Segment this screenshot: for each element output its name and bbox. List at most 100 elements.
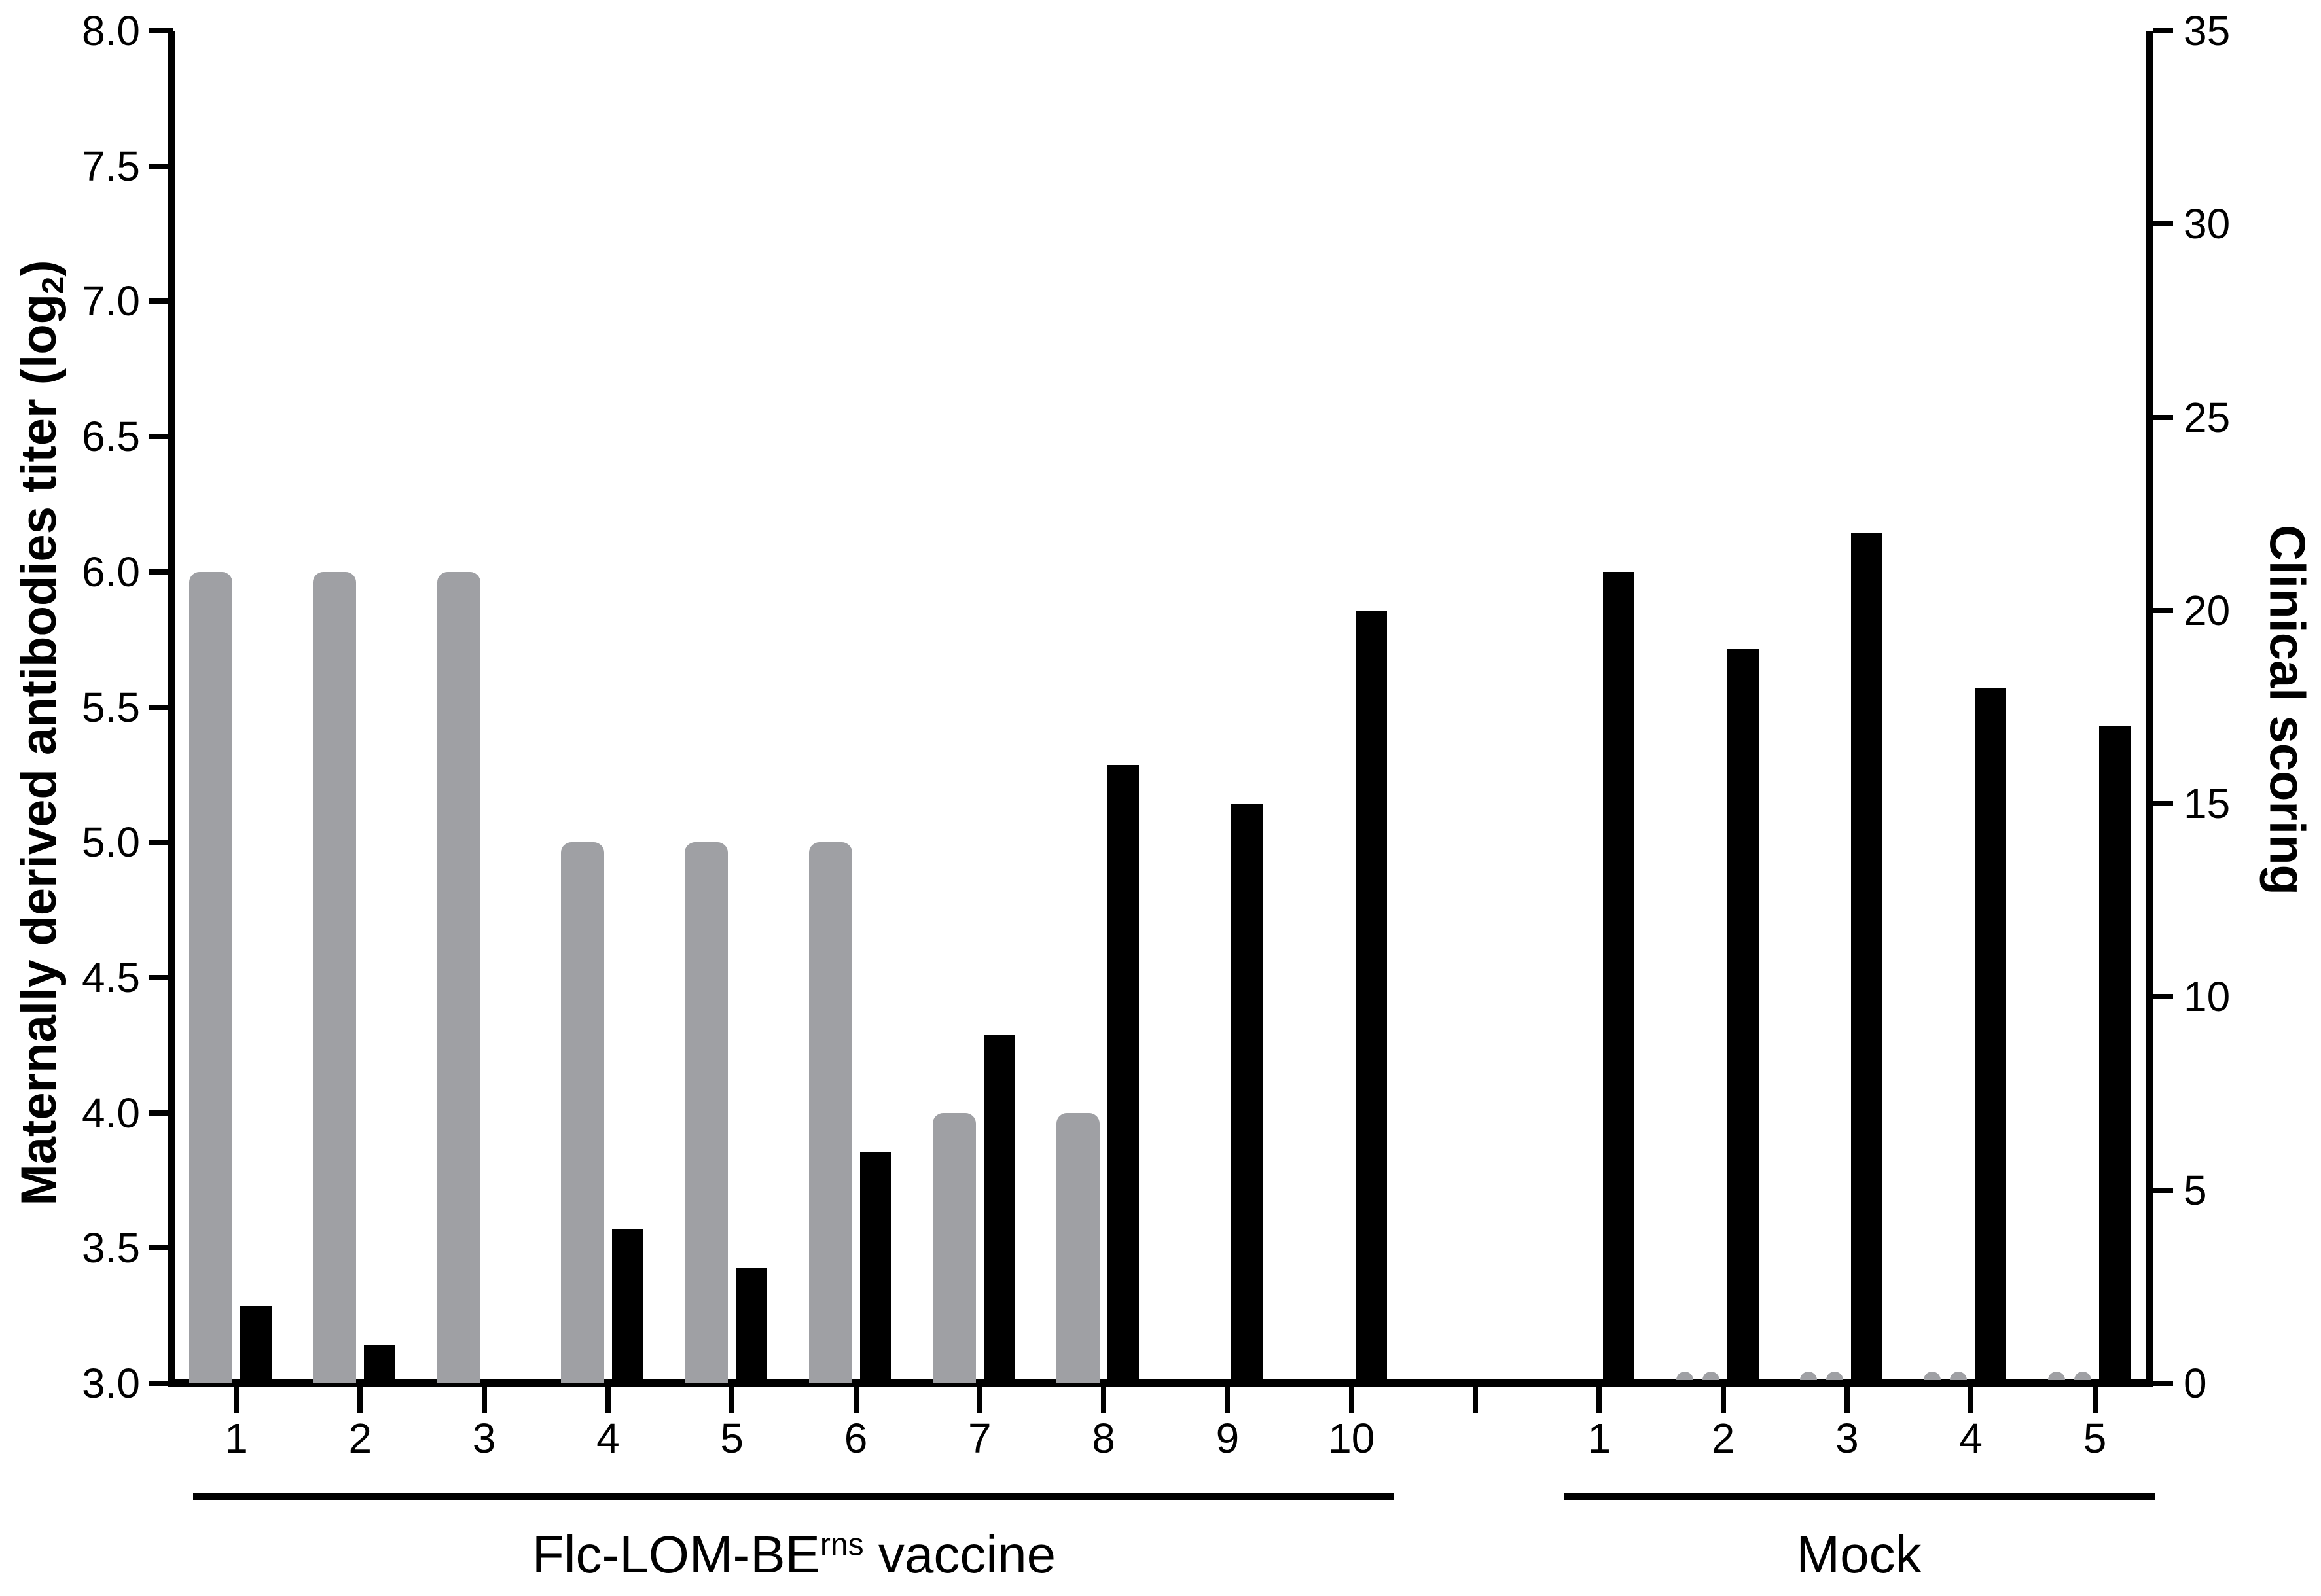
right-axis-title-text: Clinical scoring <box>2259 525 2315 895</box>
x-axis-label-vaccine-10: 10 <box>1328 1415 1375 1462</box>
left-axis-tick-7.5 <box>149 163 173 169</box>
right-axis-title: Clinical scoring <box>2259 525 2316 895</box>
left-axis-tick-label-4.0: 4.0 <box>82 1089 140 1137</box>
left-axis-tick-3.0 <box>149 1381 173 1386</box>
vaccine-group-label-superscript: rns <box>819 1527 864 1563</box>
x-axis-tick-vaccine-3 <box>481 1383 487 1413</box>
left-axis-tick-6.5 <box>149 434 173 440</box>
x-axis-label-mock-5: 5 <box>2083 1415 2107 1462</box>
right-axis-tick-5 <box>2153 1187 2173 1193</box>
clinical-bar-vaccine-9 <box>1231 804 1263 1383</box>
left-axis-title-subscript: 2 <box>35 276 70 294</box>
clinical-bar-vaccine-5 <box>736 1267 768 1383</box>
right-axis-line <box>2146 31 2153 1387</box>
x-axis-tick-vaccine-8 <box>1101 1383 1107 1413</box>
mock-group-label: Mock <box>1796 1525 1921 1585</box>
titer-bar-vaccine-1 <box>189 571 232 1383</box>
mock-group-label-text: Mock <box>1796 1525 1922 1584</box>
titer-trace-nub-right-mock-4 <box>1950 1372 1968 1380</box>
clinical-bar-mock-2 <box>1727 648 1759 1383</box>
x-axis-tick-vaccine-4 <box>605 1383 611 1413</box>
left-axis-tick-label-7.5: 7.5 <box>82 142 140 190</box>
titer-trace-nub-right-mock-3 <box>1826 1372 1843 1380</box>
clinical-bar-vaccine-2 <box>364 1344 396 1383</box>
right-axis-tick-35 <box>2153 28 2173 33</box>
left-axis-tick-5.5 <box>149 704 173 710</box>
titer-trace-nub-left-mock-4 <box>1924 1372 1941 1380</box>
clinical-bar-vaccine-1 <box>240 1305 272 1383</box>
left-axis-tick-5.0 <box>149 840 173 845</box>
clinical-bar-vaccine-6 <box>859 1151 891 1383</box>
left-axis-title-text: Maternally derived antibodies titer (log <box>11 293 67 1206</box>
titer-bar-vaccine-7 <box>932 1112 976 1383</box>
right-axis-tick-label-10: 10 <box>2184 973 2231 1021</box>
left-axis-tick-7.0 <box>149 298 173 304</box>
left-axis-tick-label-3.5: 3.5 <box>82 1224 140 1272</box>
titer-trace-nub-left-mock-2 <box>1676 1372 1693 1380</box>
x-axis-tick-mock-2 <box>1720 1383 1726 1413</box>
titer-bar-vaccine-6 <box>808 842 852 1383</box>
clinical-bar-vaccine-8 <box>1107 765 1140 1383</box>
clinical-bar-mock-3 <box>1850 533 1882 1383</box>
right-axis-tick-label-20: 20 <box>2184 586 2231 634</box>
mock-group-underline <box>1564 1493 2155 1500</box>
x-axis-label-mock-3: 3 <box>1835 1415 1859 1462</box>
right-axis-tick-label-35: 35 <box>2184 7 2231 54</box>
vaccine-group-label-base: Flc-LOM-BE <box>531 1525 820 1584</box>
vaccine-group-label-suffix: vaccine <box>863 1525 1056 1584</box>
x-axis-tick-mock-5 <box>2092 1383 2098 1413</box>
left-axis-tick-8.0 <box>149 28 173 33</box>
left-axis-tick-6.0 <box>149 569 173 575</box>
x-axis-baseline <box>168 1379 2153 1387</box>
x-axis-label-vaccine-1: 1 <box>225 1415 248 1462</box>
titer-trace-nub-right-mock-2 <box>1702 1372 1719 1380</box>
right-axis-tick-25 <box>2153 414 2173 420</box>
x-axis-label-mock-4: 4 <box>1959 1415 1983 1462</box>
right-axis-tick-label-30: 30 <box>2184 200 2231 248</box>
x-axis-label-vaccine-3: 3 <box>472 1415 496 1462</box>
titer-bar-vaccine-4 <box>560 842 604 1383</box>
left-axis-tick-label-3.0: 3.0 <box>82 1360 140 1407</box>
x-axis-tick-vaccine-10 <box>1348 1383 1354 1413</box>
x-axis-tick-mock-3 <box>1844 1383 1850 1413</box>
left-axis-tick-label-6.5: 6.5 <box>82 413 140 461</box>
right-axis-tick-label-15: 15 <box>2184 780 2231 828</box>
titer-bar-vaccine-8 <box>1056 1112 1100 1383</box>
x-axis-label-vaccine-6: 6 <box>844 1415 868 1462</box>
x-axis-gap-tick <box>1473 1383 1478 1413</box>
x-axis-label-mock-1: 1 <box>1587 1415 1611 1462</box>
clinical-bar-mock-1 <box>1603 571 1635 1383</box>
clinical-bar-mock-5 <box>2098 726 2131 1383</box>
x-axis-tick-mock-1 <box>1596 1383 1602 1413</box>
clinical-bar-vaccine-10 <box>1355 610 1387 1383</box>
right-axis-tick-15 <box>2153 801 2173 807</box>
titer-trace-nub-left-mock-3 <box>1799 1372 1817 1380</box>
x-axis-tick-vaccine-5 <box>729 1383 735 1413</box>
clinical-bar-mock-4 <box>1975 687 2007 1383</box>
right-axis-tick-30 <box>2153 221 2173 227</box>
right-axis-tick-label-25: 25 <box>2184 393 2231 441</box>
x-axis-tick-vaccine-7 <box>977 1383 982 1413</box>
left-axis-tick-4.5 <box>149 974 173 980</box>
x-axis-tick-vaccine-6 <box>853 1383 859 1413</box>
left-axis-tick-label-8.0: 8.0 <box>82 7 140 54</box>
titer-bar-vaccine-2 <box>313 571 357 1383</box>
x-axis-label-vaccine-2: 2 <box>348 1415 372 1462</box>
x-axis-label-mock-2: 2 <box>1711 1415 1735 1462</box>
clinical-bar-vaccine-4 <box>611 1228 643 1383</box>
left-axis-tick-label-5.5: 5.5 <box>82 683 140 731</box>
x-axis-label-vaccine-7: 7 <box>968 1415 992 1462</box>
x-axis-tick-vaccine-9 <box>1225 1383 1231 1413</box>
right-axis-tick-label-0: 0 <box>2184 1360 2207 1407</box>
titer-bar-vaccine-3 <box>437 571 480 1383</box>
vaccine-group-underline <box>193 1493 1394 1500</box>
titer-trace-nub-left-mock-5 <box>2047 1372 2065 1380</box>
x-axis-label-vaccine-9: 9 <box>1215 1415 1240 1462</box>
titer-trace-nub-right-mock-5 <box>2074 1372 2091 1380</box>
left-axis-title-close: ) <box>11 260 67 277</box>
left-axis-tick-3.5 <box>149 1245 173 1251</box>
left-axis-tick-label-7.0: 7.0 <box>82 277 140 325</box>
right-axis-tick-10 <box>2153 994 2173 1000</box>
left-axis-tick-4.0 <box>149 1110 173 1116</box>
